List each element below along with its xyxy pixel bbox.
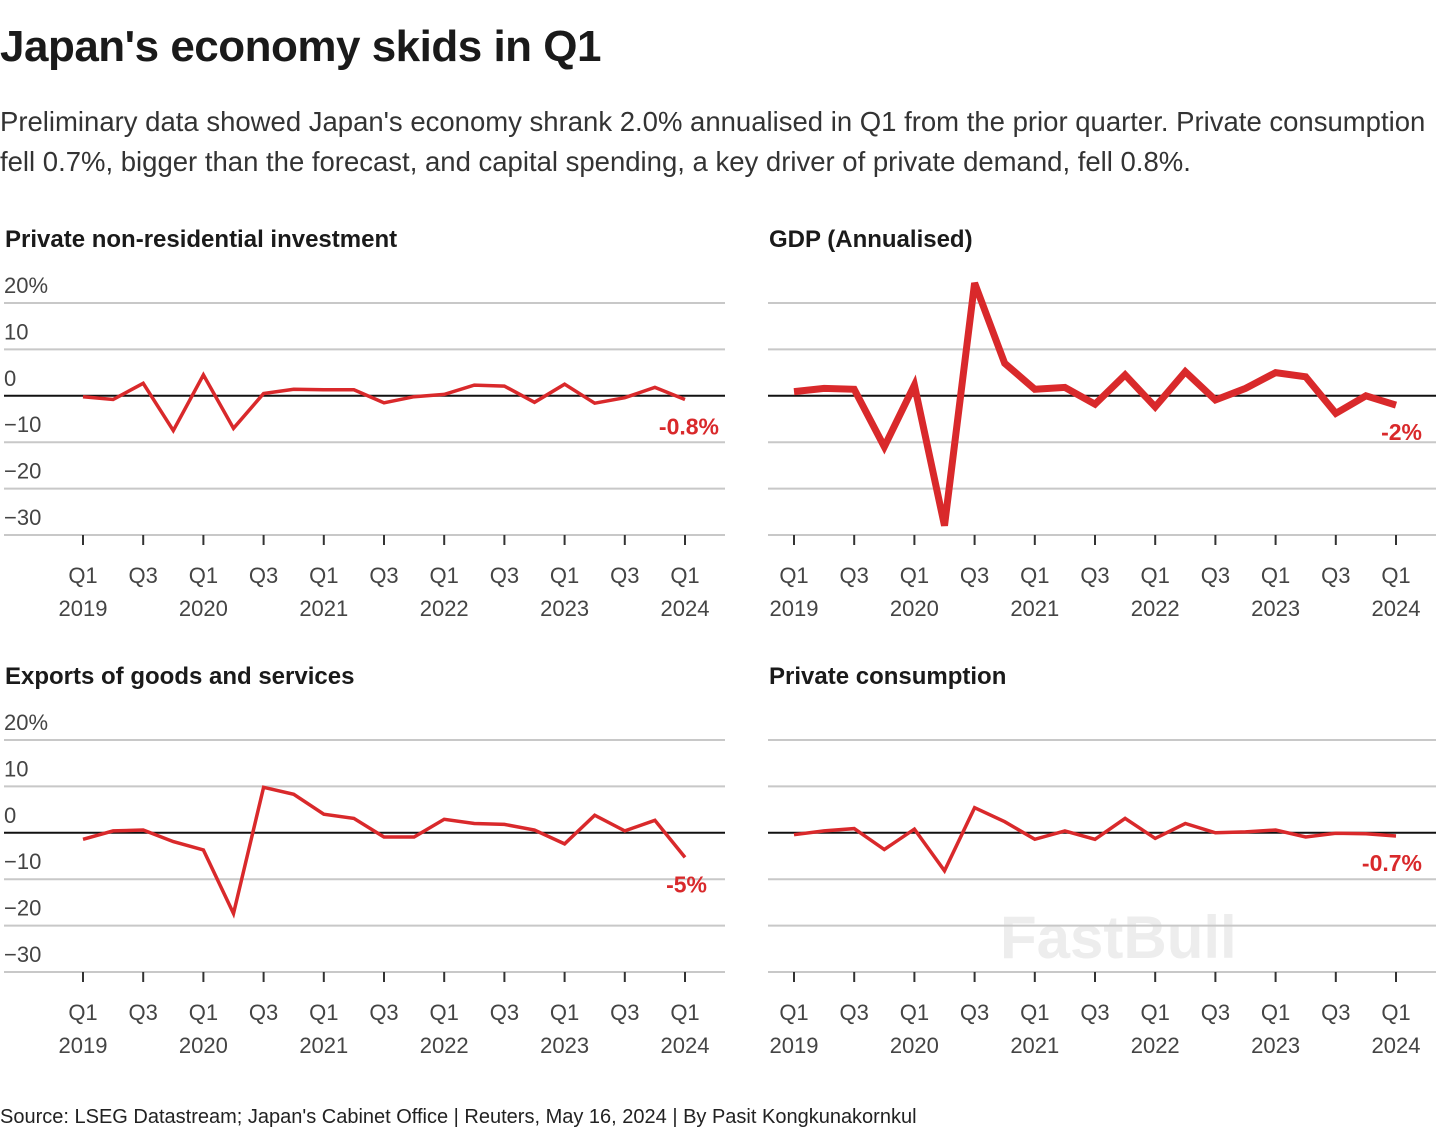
x-tick-year-label: 2022 — [420, 1033, 469, 1058]
x-tick-label: Q1 — [900, 1000, 929, 1025]
y-tick-label: 10 — [4, 756, 28, 781]
x-tick-year-label: 2019 — [59, 596, 108, 621]
x-tick-year-label: 2021 — [1010, 596, 1059, 621]
y-tick-label: −20 — [4, 459, 41, 484]
x-tick-label: Q1 — [1141, 1000, 1170, 1025]
x-tick-year-label: 2022 — [1131, 1033, 1180, 1058]
x-tick-label: Q1 — [1381, 563, 1410, 588]
chart-panel-4: Private consumption Q1 2019 Q3 Q1 2020 Q3 Q1 202… — [768, 663, 1436, 1058]
x-tick-label: Q3 — [960, 563, 989, 588]
end-value-label: -0.8% — [659, 414, 719, 440]
x-tick-year-label: 2023 — [540, 596, 589, 621]
x-tick-year-label: 2023 — [540, 1033, 589, 1058]
chart-panel-3: Exports of goods and services 20% 10 0 −10 −2… — [4, 663, 725, 1058]
chart-panel-1: Private non-residential investment 20% 10 0… — [4, 226, 725, 621]
y-tick-label: 20% — [4, 710, 48, 735]
chart-panel-2: GDP (Annualised) Q1 2019 Q3 Q1 2020 Q3 Q1 2021 Q3… — [768, 226, 1436, 621]
x-tick-label: Q1 — [1020, 563, 1049, 588]
x-tick-year-label: 2023 — [1251, 596, 1300, 621]
x-tick-label: Q3 — [249, 1000, 278, 1025]
x-tick-label: Q3 — [369, 563, 398, 588]
end-value-label: -5% — [666, 871, 707, 897]
y-tick-label: −30 — [4, 505, 41, 530]
x-tick-year-label: 2024 — [661, 1033, 710, 1058]
x-tick-label: Q1 — [309, 1000, 338, 1025]
x-tick-year-label: 2024 — [661, 596, 710, 621]
source-note: Source: LSEG Datastream; Japan's Cabinet… — [0, 1106, 917, 1128]
x-tick-label: Q3 — [1201, 563, 1230, 588]
chart-subtitle: Preliminary data showed Japan's economy … — [0, 106, 1426, 177]
x-tick-label: Q3 — [1321, 563, 1350, 588]
x-tick-year-label: 2021 — [1010, 1033, 1059, 1058]
x-tick-label: Q3 — [840, 563, 869, 588]
x-tick-year-label: 2024 — [1372, 596, 1421, 621]
x-tick-label: Q1 — [1381, 1000, 1410, 1025]
y-tick-label: −10 — [4, 412, 41, 437]
x-tick-label: Q1 — [68, 1000, 97, 1025]
x-tick-label: Q3 — [1201, 1000, 1230, 1025]
x-tick-year-label: 2019 — [59, 1033, 108, 1058]
x-tick-label: Q1 — [430, 1000, 459, 1025]
x-tick-year-label: 2021 — [299, 596, 348, 621]
x-tick-label: Q3 — [610, 1000, 639, 1025]
watermark-logo: FastBull — [1000, 904, 1237, 971]
chart-title: Japan's economy skids in Q1 — [0, 22, 601, 71]
x-tick-label: Q1 — [670, 563, 699, 588]
x-tick-year-label: 2020 — [179, 1033, 228, 1058]
x-tick-label: Q3 — [249, 563, 278, 588]
x-tick-label: Q3 — [129, 563, 158, 588]
x-tick-year-label: 2024 — [1372, 1033, 1421, 1058]
end-value-label: -0.7% — [1362, 850, 1422, 876]
y-tick-label: −20 — [4, 896, 41, 921]
x-tick-year-label: 2022 — [420, 596, 469, 621]
x-tick-label: Q3 — [129, 1000, 158, 1025]
x-tick-year-label: 2019 — [770, 596, 819, 621]
x-tick-label: Q1 — [1261, 563, 1290, 588]
x-tick-label: Q3 — [960, 1000, 989, 1025]
x-tick-label: Q1 — [900, 563, 929, 588]
x-tick-year-label: 2020 — [179, 596, 228, 621]
panel-title: GDP (Annualised) — [769, 226, 973, 253]
y-tick-label: −30 — [4, 942, 41, 967]
y-tick-label: 10 — [4, 319, 28, 344]
x-tick-label: Q1 — [550, 1000, 579, 1025]
x-tick-label: Q1 — [779, 563, 808, 588]
x-tick-label: Q1 — [189, 563, 218, 588]
x-tick-label: Q3 — [1321, 1000, 1350, 1025]
x-tick-label: Q1 — [1020, 1000, 1049, 1025]
x-tick-label: Q1 — [1261, 1000, 1290, 1025]
x-tick-year-label: 2023 — [1251, 1033, 1300, 1058]
x-tick-label: Q3 — [369, 1000, 398, 1025]
x-tick-label: Q3 — [1080, 563, 1109, 588]
series-line — [82, 785, 687, 919]
x-tick-year-label: 2022 — [1131, 596, 1180, 621]
x-tick-label: Q1 — [550, 563, 579, 588]
y-tick-label: 0 — [4, 803, 16, 828]
x-tick-year-label: 2019 — [770, 1033, 819, 1058]
x-tick-label: Q1 — [670, 1000, 699, 1025]
panel-title: Private consumption — [769, 663, 1006, 690]
x-tick-label: Q3 — [490, 563, 519, 588]
panel-title: Exports of goods and services — [5, 663, 354, 690]
end-value-label: -2% — [1381, 419, 1422, 445]
x-tick-year-label: 2020 — [890, 1033, 939, 1058]
x-tick-label: Q3 — [610, 563, 639, 588]
x-tick-label: Q1 — [779, 1000, 808, 1025]
panel-title: Private non-residential investment — [5, 226, 397, 253]
x-tick-label: Q1 — [430, 563, 459, 588]
x-tick-label: Q1 — [189, 1000, 218, 1025]
x-tick-label: Q1 — [1141, 563, 1170, 588]
x-tick-label: Q3 — [490, 1000, 519, 1025]
x-tick-label: Q3 — [1080, 1000, 1109, 1025]
y-tick-label: −10 — [4, 849, 41, 874]
x-tick-label: Q3 — [840, 1000, 869, 1025]
y-tick-label: 0 — [4, 366, 16, 391]
x-tick-label: Q1 — [309, 563, 338, 588]
x-tick-year-label: 2021 — [299, 1033, 348, 1058]
x-tick-year-label: 2020 — [890, 596, 939, 621]
x-tick-label: Q1 — [68, 563, 97, 588]
y-tick-label: 20% — [4, 273, 48, 298]
